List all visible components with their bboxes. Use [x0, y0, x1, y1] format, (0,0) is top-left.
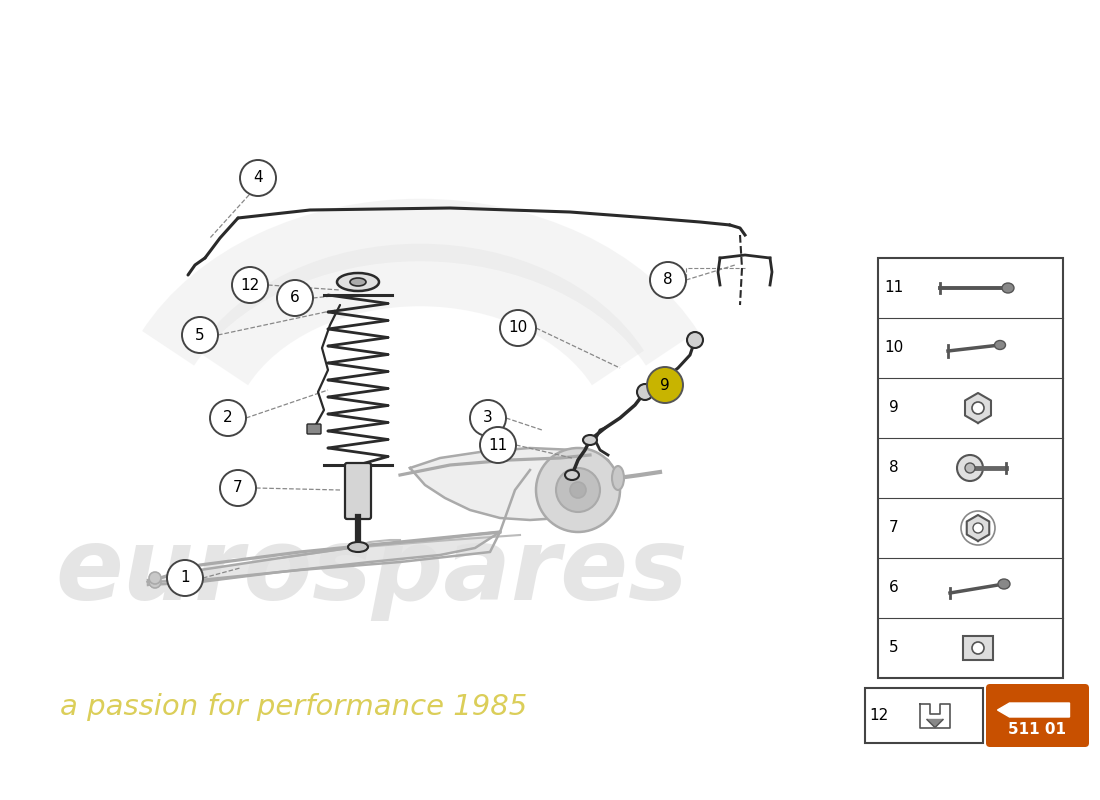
Ellipse shape	[612, 466, 624, 490]
Text: 9: 9	[660, 378, 670, 393]
Text: 5: 5	[195, 327, 205, 342]
Circle shape	[637, 384, 653, 400]
Text: 12: 12	[241, 278, 260, 293]
Polygon shape	[927, 719, 943, 727]
Text: 11: 11	[488, 438, 507, 453]
Polygon shape	[148, 532, 500, 585]
Circle shape	[972, 402, 984, 414]
FancyBboxPatch shape	[878, 258, 1063, 678]
FancyBboxPatch shape	[865, 688, 983, 743]
Polygon shape	[410, 448, 618, 520]
Circle shape	[974, 523, 983, 533]
Text: 4: 4	[253, 170, 263, 186]
Circle shape	[500, 310, 536, 346]
Text: 12: 12	[869, 708, 889, 723]
Circle shape	[957, 455, 983, 481]
Ellipse shape	[350, 278, 366, 286]
Circle shape	[536, 448, 620, 532]
Text: 511 01: 511 01	[1009, 722, 1067, 738]
Ellipse shape	[337, 273, 379, 291]
Text: eurospares: eurospares	[55, 524, 688, 621]
FancyBboxPatch shape	[307, 424, 321, 434]
Text: 7: 7	[233, 481, 243, 495]
Circle shape	[148, 572, 161, 584]
Ellipse shape	[998, 579, 1010, 589]
Text: 8: 8	[663, 273, 673, 287]
FancyBboxPatch shape	[986, 684, 1089, 747]
Circle shape	[972, 642, 984, 654]
Polygon shape	[967, 515, 989, 541]
Text: 1: 1	[180, 570, 190, 586]
Ellipse shape	[565, 470, 579, 480]
Polygon shape	[998, 703, 1069, 717]
FancyBboxPatch shape	[962, 636, 993, 660]
Text: 10: 10	[508, 321, 528, 335]
Circle shape	[220, 470, 256, 506]
Ellipse shape	[1002, 283, 1014, 293]
Circle shape	[210, 400, 246, 436]
Text: 9: 9	[889, 401, 899, 415]
Ellipse shape	[994, 341, 1005, 350]
Circle shape	[232, 267, 268, 303]
FancyBboxPatch shape	[345, 463, 371, 519]
Circle shape	[148, 576, 161, 588]
Text: 8: 8	[889, 461, 899, 475]
Circle shape	[688, 332, 703, 348]
Circle shape	[647, 367, 683, 403]
Text: 6: 6	[290, 290, 300, 306]
Circle shape	[650, 262, 686, 298]
Text: 10: 10	[884, 341, 903, 355]
Polygon shape	[965, 393, 991, 423]
Circle shape	[556, 468, 600, 512]
Circle shape	[277, 280, 313, 316]
Text: 2: 2	[223, 410, 233, 426]
Circle shape	[182, 317, 218, 353]
Circle shape	[480, 427, 516, 463]
Ellipse shape	[348, 542, 369, 552]
Circle shape	[240, 160, 276, 196]
Circle shape	[167, 560, 204, 596]
Circle shape	[965, 463, 975, 473]
Text: 6: 6	[889, 581, 899, 595]
Text: 3: 3	[483, 410, 493, 426]
Text: 5: 5	[889, 641, 899, 655]
Text: 7: 7	[889, 521, 899, 535]
Text: 11: 11	[884, 281, 903, 295]
Text: a passion for performance 1985: a passion for performance 1985	[60, 693, 527, 721]
Circle shape	[570, 482, 586, 498]
Ellipse shape	[583, 435, 597, 445]
Circle shape	[470, 400, 506, 436]
